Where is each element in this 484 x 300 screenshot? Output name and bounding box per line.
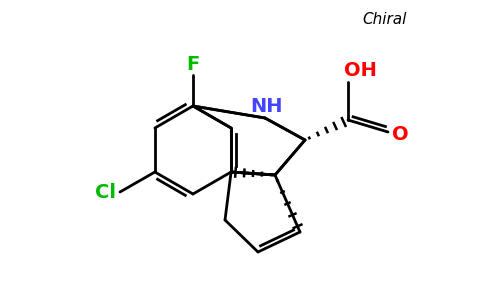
Text: Chiral: Chiral <box>363 13 407 28</box>
Text: O: O <box>392 124 408 143</box>
Text: Cl: Cl <box>95 182 117 202</box>
Text: F: F <box>186 56 199 74</box>
Text: NH: NH <box>250 97 282 116</box>
Text: OH: OH <box>344 61 377 80</box>
